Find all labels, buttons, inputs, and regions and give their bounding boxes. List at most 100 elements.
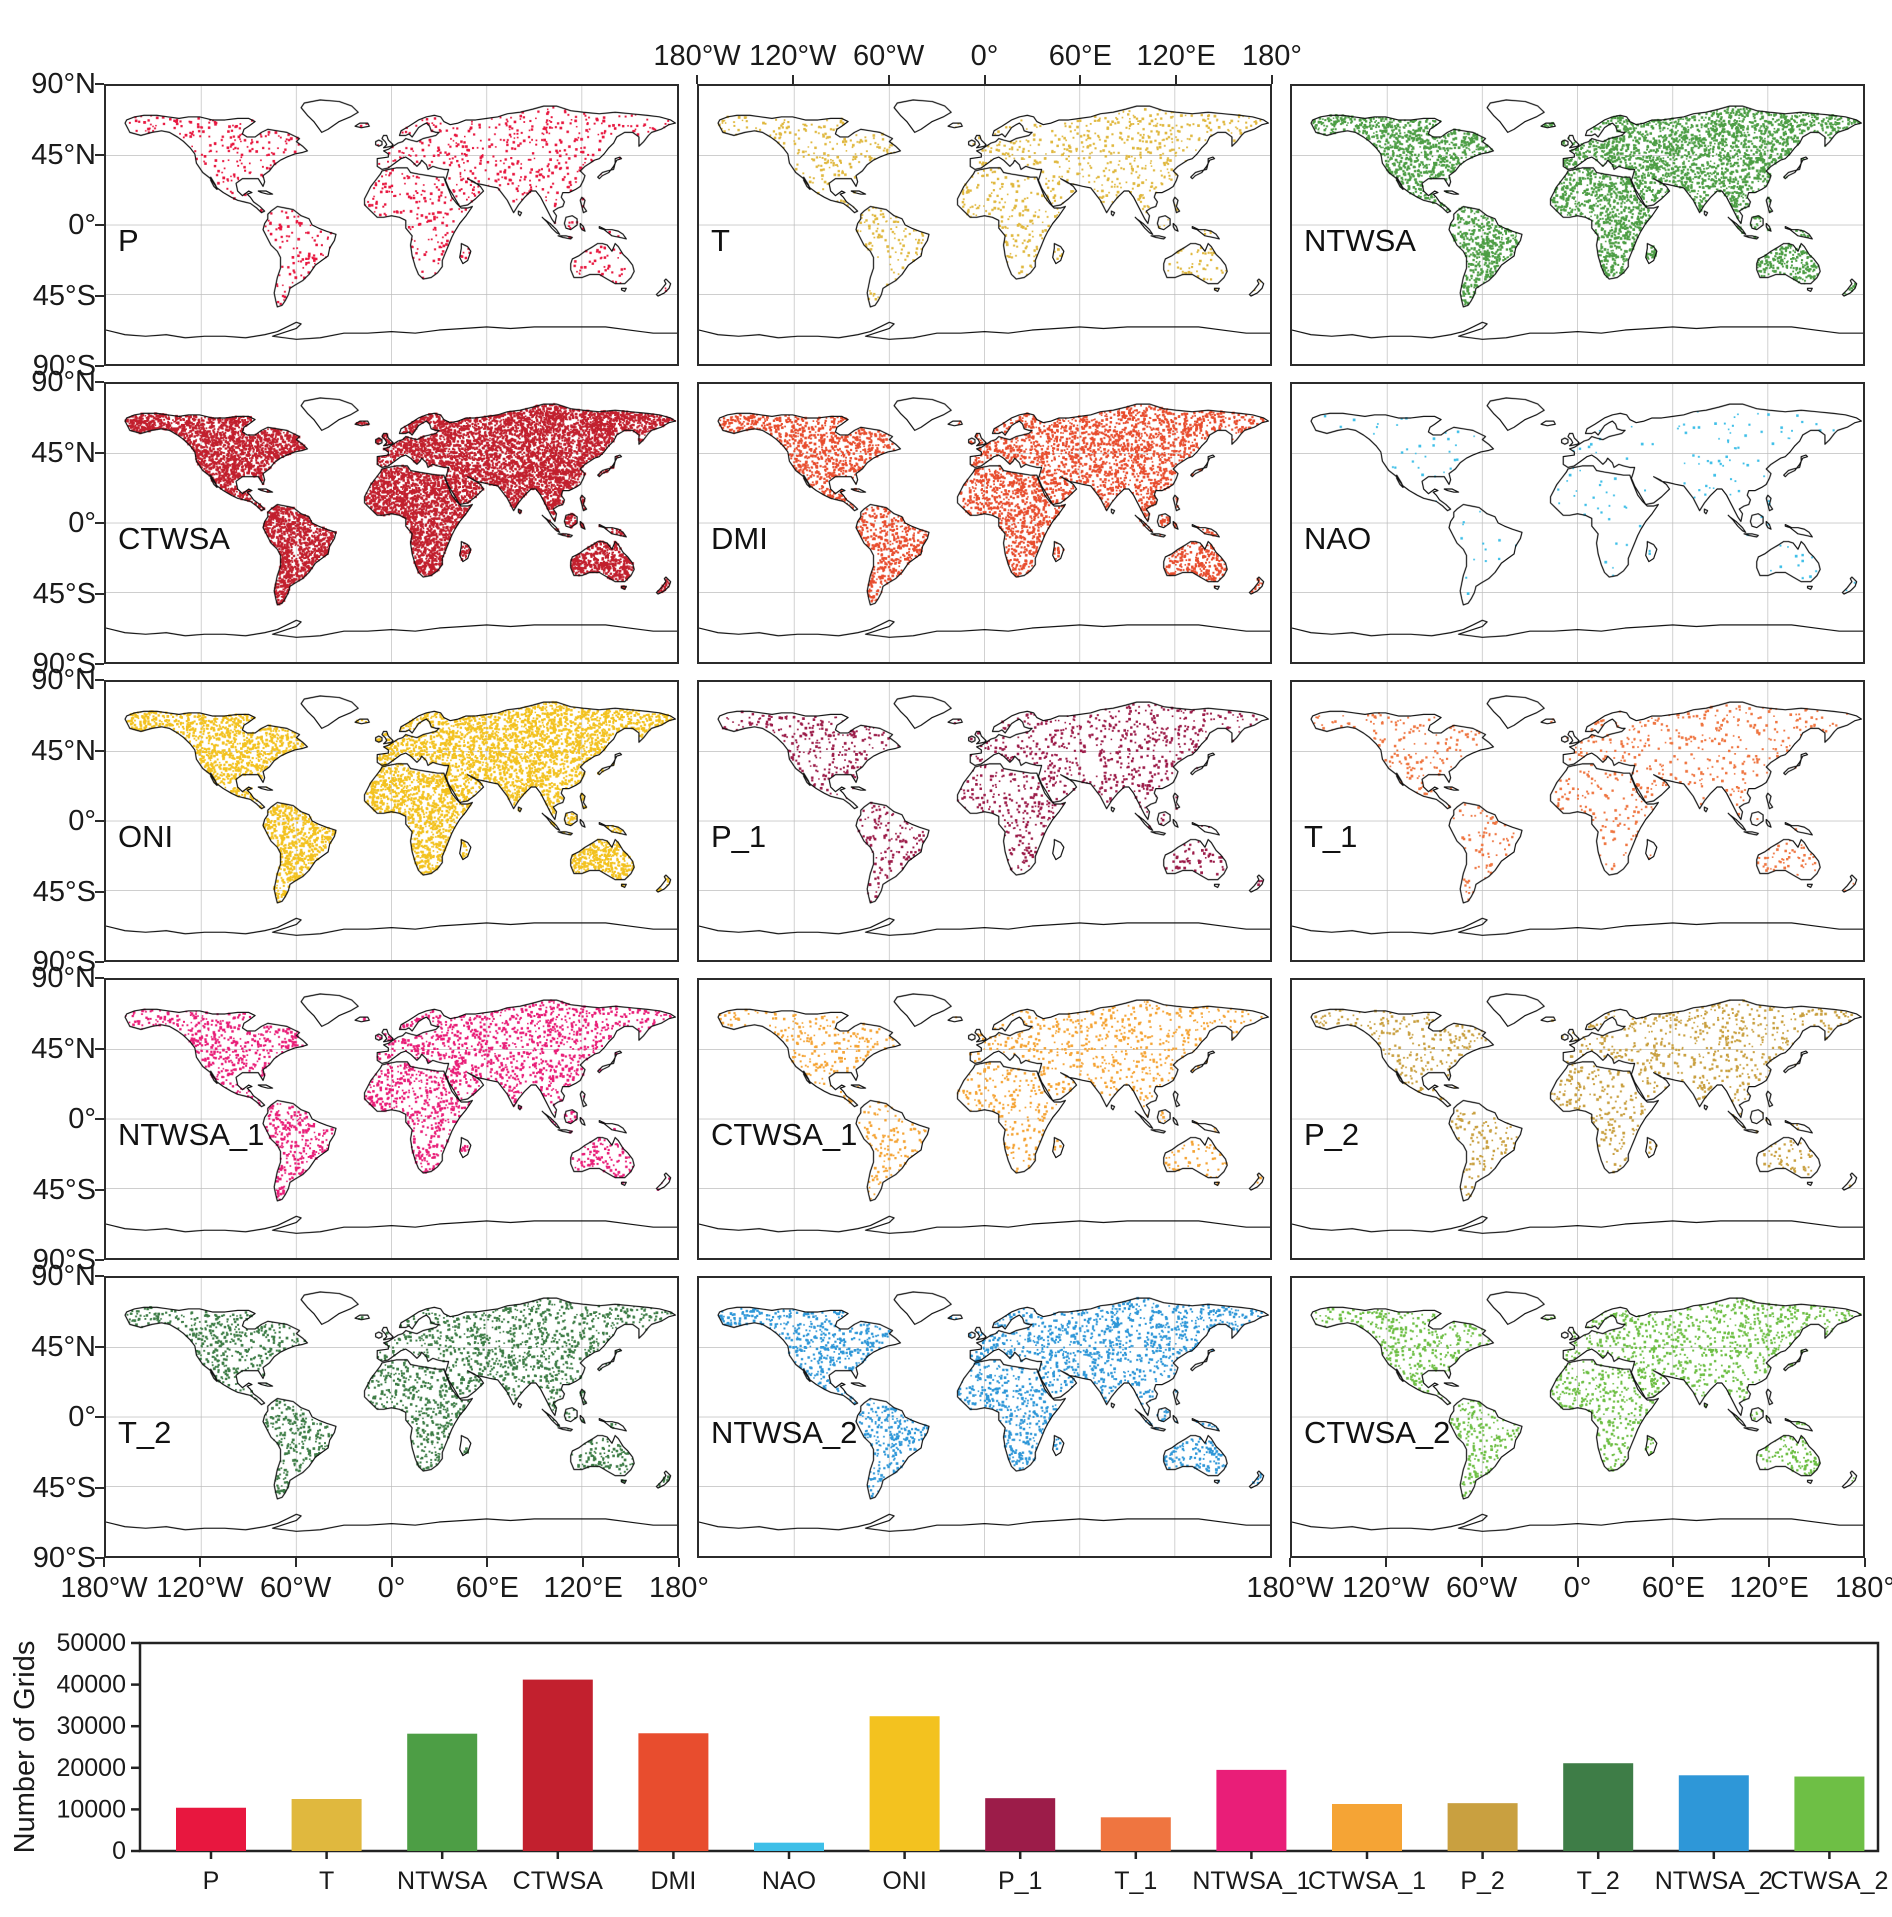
bar-T bbox=[291, 1799, 362, 1851]
lat-tick-mark bbox=[95, 977, 104, 979]
panel-label: NAO bbox=[1304, 521, 1372, 556]
lon-tick-mark bbox=[1768, 1558, 1771, 1567]
y-tick-label: 20000 bbox=[56, 1754, 126, 1782]
y-tick-label: 30000 bbox=[56, 1712, 126, 1740]
lon-tick-mark bbox=[1864, 1558, 1866, 1567]
lon-tick-label: 60°E bbox=[455, 1572, 519, 1604]
map-scatter-canvas bbox=[1292, 682, 1863, 960]
lon-tick-mark bbox=[294, 1558, 297, 1567]
map-scatter-canvas bbox=[699, 980, 1270, 1258]
lat-tick-label: 90°S bbox=[32, 1244, 96, 1276]
bar-CTWSA_2 bbox=[1794, 1776, 1865, 1851]
lat-tick-label: 0° bbox=[68, 805, 96, 837]
lat-tick-label: 45°N bbox=[31, 734, 96, 767]
lat-tick-mark bbox=[95, 1188, 104, 1191]
lat-tick-mark bbox=[95, 1259, 104, 1261]
lat-tick-mark bbox=[95, 1047, 104, 1050]
map-panel-ONI: ONI bbox=[104, 680, 679, 962]
bar-P bbox=[176, 1807, 246, 1851]
panel-label: T_1 bbox=[1304, 819, 1358, 854]
lon-tick-label: 180° bbox=[649, 1572, 709, 1604]
lon-tick-mark bbox=[1672, 1558, 1675, 1567]
lat-tick-label: 45°S bbox=[32, 1471, 96, 1504]
y-tick-label: 40000 bbox=[56, 1671, 126, 1699]
lat-tick-mark bbox=[95, 1345, 104, 1348]
lon-tick-mark bbox=[486, 1558, 489, 1567]
lat-tick-mark bbox=[95, 1486, 104, 1489]
lon-tick-label: 0° bbox=[970, 40, 999, 72]
panel-label: NTWSA_2 bbox=[711, 1415, 858, 1450]
map-scatter-canvas bbox=[1292, 980, 1863, 1258]
lat-tick-label: 90°N bbox=[31, 68, 96, 100]
lat-tick-label: 45°S bbox=[32, 875, 96, 908]
panel-label: NTWSA bbox=[1304, 223, 1416, 258]
lon-tick-mark bbox=[1576, 1558, 1579, 1567]
lat-tick-mark bbox=[95, 381, 104, 383]
bar-category-label: NTWSA bbox=[397, 1867, 488, 1895]
lon-tick-label: 120°E bbox=[1136, 40, 1216, 72]
panel-label: T bbox=[711, 223, 730, 258]
lon-tick-mark bbox=[696, 75, 698, 84]
lon-tick-label: 120°E bbox=[543, 1572, 623, 1604]
lat-tick-label: 90°S bbox=[32, 1542, 96, 1574]
bar-category-label: P_2 bbox=[1460, 1867, 1504, 1895]
lat-tick-label: 0° bbox=[68, 1103, 96, 1135]
bar-category-label: DMI bbox=[650, 1867, 696, 1895]
map-scatter-canvas bbox=[1292, 1278, 1863, 1556]
lon-tick-mark bbox=[1289, 1558, 1291, 1567]
lon-tick-label: 0° bbox=[1563, 1572, 1592, 1604]
bar-CTWSA_1 bbox=[1332, 1803, 1402, 1851]
panel-label: T_2 bbox=[118, 1415, 172, 1450]
bar-NTWSA_2 bbox=[1678, 1775, 1749, 1851]
lat-tick-label: 90°S bbox=[32, 946, 96, 978]
lon-tick-mark bbox=[1079, 75, 1082, 84]
bar-category-label: P_1 bbox=[998, 1867, 1042, 1895]
lat-tick-label: 45°S bbox=[32, 279, 96, 312]
lat-tick-label: 45°N bbox=[31, 1330, 96, 1363]
lon-tick-mark bbox=[983, 75, 986, 84]
bar-category-label: CTWSA_2 bbox=[1770, 1867, 1888, 1895]
map-scatter-canvas bbox=[106, 682, 677, 960]
lat-tick-mark bbox=[95, 820, 104, 822]
map-panel-T: T bbox=[697, 84, 1272, 366]
lon-tick-mark bbox=[791, 75, 794, 84]
panel-label: CTWSA bbox=[118, 521, 230, 556]
lat-tick-mark bbox=[95, 1118, 104, 1120]
bar-DMI bbox=[638, 1733, 709, 1851]
lat-tick-mark bbox=[95, 1557, 104, 1559]
lat-tick-mark bbox=[95, 961, 104, 963]
lat-tick-mark bbox=[95, 663, 104, 665]
bar-category-label: T_2 bbox=[1577, 1867, 1620, 1895]
bar-T_2 bbox=[1563, 1763, 1634, 1851]
map-panel-NAO: NAO bbox=[1290, 382, 1865, 664]
panel-label: P_2 bbox=[1304, 1117, 1360, 1152]
bar-NAO bbox=[754, 1842, 824, 1851]
lat-tick-label: 45°N bbox=[31, 436, 96, 469]
lon-tick-label: 120°E bbox=[1729, 1572, 1809, 1604]
map-scatter-canvas bbox=[699, 384, 1270, 662]
bar-category-label: P bbox=[203, 1867, 220, 1895]
map-scatter-canvas bbox=[106, 86, 677, 364]
lon-tick-mark bbox=[582, 1558, 585, 1567]
panel-label: DMI bbox=[711, 521, 768, 556]
map-panel-P_1: P_1 bbox=[697, 680, 1272, 962]
lat-tick-mark bbox=[95, 1275, 104, 1277]
lon-tick-label: 180°W bbox=[653, 40, 741, 72]
lon-tick-label: 180°W bbox=[60, 1572, 148, 1604]
lon-tick-label: 120°W bbox=[749, 40, 837, 72]
map-panel-P: P bbox=[104, 84, 679, 366]
lon-tick-label: 0° bbox=[377, 1572, 406, 1604]
lon-tick-label: 60°E bbox=[1048, 40, 1112, 72]
lon-tick-mark bbox=[1480, 1558, 1483, 1567]
bar-CTWSA bbox=[522, 1679, 593, 1851]
lat-tick-mark bbox=[95, 522, 104, 524]
lat-tick-label: 0° bbox=[68, 507, 96, 539]
map-scatter-canvas bbox=[106, 1278, 677, 1556]
bar-category-label: T bbox=[319, 1867, 334, 1895]
map-panel-NTWSA: NTWSA bbox=[1290, 84, 1865, 366]
map-panel-P_2: P_2 bbox=[1290, 978, 1865, 1260]
lat-tick-mark bbox=[95, 890, 104, 893]
map-panel-DMI: DMI bbox=[697, 382, 1272, 664]
map-panel-CTWSA: CTWSA bbox=[104, 382, 679, 664]
